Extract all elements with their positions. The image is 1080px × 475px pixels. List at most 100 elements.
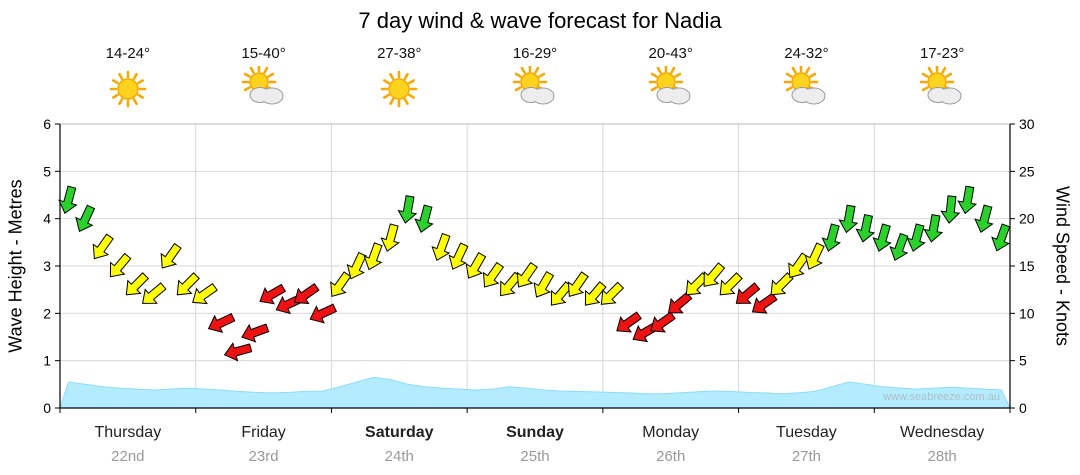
wind-arrow-shape <box>380 223 400 252</box>
wind-arrow-shape <box>125 272 150 296</box>
wind-arrow <box>719 272 743 296</box>
wind-arrow-shape <box>974 204 994 233</box>
wind-arrow-shape <box>957 185 978 215</box>
wind-arrow-shape <box>735 282 761 304</box>
sun-ray <box>786 72 794 78</box>
cloud <box>927 87 962 105</box>
watermark: www.seabreeze.com.au <box>882 391 1000 403</box>
wind-arrow-shape <box>685 272 709 296</box>
wind-arrow <box>584 281 607 306</box>
sunny-icon <box>104 66 152 112</box>
wind-arrow <box>223 342 253 362</box>
sun-ray <box>243 86 251 92</box>
temperature-range: 15-40° <box>241 45 286 62</box>
temperature-range: 24-32° <box>784 45 829 62</box>
temperature-range: 14-24° <box>105 45 151 62</box>
wind-arrow-shape <box>397 195 418 224</box>
sun-ray <box>805 66 811 74</box>
cloud <box>656 87 691 105</box>
wind-arrow <box>991 223 1011 252</box>
wind-arrow <box>804 242 825 270</box>
temperature-range: 17-23° <box>919 45 965 62</box>
left-tick-label: 0 <box>43 400 51 416</box>
wind-arrow <box>141 282 167 304</box>
wind-arrow <box>550 281 573 306</box>
sun-ray <box>118 98 124 106</box>
temperature-range: 27-38° <box>377 45 422 62</box>
partly-cloudy-icon <box>647 64 695 112</box>
wind-arrow <box>109 252 132 278</box>
wind-arrow-shape <box>584 281 607 306</box>
sun-ray <box>809 72 817 78</box>
cloud <box>249 87 284 105</box>
wind-arrow <box>957 185 978 215</box>
wind-arrow <box>397 195 418 224</box>
wind-arrow-shape <box>448 242 469 270</box>
wind-arrow <box>330 271 352 298</box>
wind-arrow-shape <box>533 270 555 298</box>
sun-ray <box>408 79 416 85</box>
wind-arrow-shape <box>889 232 909 261</box>
wind-arrow-shape <box>414 204 434 233</box>
wind-arrow <box>703 262 726 287</box>
sun-ray <box>132 98 138 106</box>
wind-arrow <box>770 272 794 296</box>
sun-ray <box>514 72 522 78</box>
wind-arrow-shape <box>176 272 200 296</box>
wind-arrow-shape <box>160 242 182 269</box>
wind-arrow-shape <box>109 252 132 278</box>
left-tick-label: 5 <box>43 163 51 179</box>
sun-ray <box>132 73 138 80</box>
left-tick-label: 1 <box>43 353 51 369</box>
wind-arrow <box>380 223 400 252</box>
wind-arrow-shape <box>259 283 287 305</box>
partly-cloudy-icon <box>918 64 966 112</box>
wind-arrow-shape <box>667 291 693 314</box>
wind-arrow-shape <box>751 292 778 314</box>
sun-ray <box>927 66 933 74</box>
wind-arrow-shape <box>821 223 841 252</box>
wind-arrow <box>855 213 876 243</box>
day-label: Friday <box>241 424 285 441</box>
wind-arrow-shape <box>906 223 926 252</box>
wind-arrow <box>500 271 522 297</box>
left-tick-label: 3 <box>43 258 51 274</box>
sun-disc <box>388 78 411 100</box>
wind-arrow-shape <box>431 232 451 261</box>
wind-arrow-shape <box>616 311 642 333</box>
sun-ray <box>786 86 794 92</box>
cloud <box>520 87 555 105</box>
sun-ray <box>656 66 662 74</box>
sun-ray <box>262 66 268 74</box>
wind-arrow <box>685 272 709 296</box>
wind-arrow <box>75 204 96 233</box>
sun-ray <box>403 73 410 80</box>
wind-arrow <box>616 311 642 333</box>
wind-arrow <box>192 282 218 305</box>
wind-arrow-shape <box>703 262 726 287</box>
sunny-icon <box>375 66 423 112</box>
wind-arrow-shape <box>293 282 320 305</box>
left-tick-label: 6 <box>43 116 51 132</box>
sun-ray <box>389 73 395 80</box>
sun-ray <box>408 93 416 99</box>
wind-arrow-shape <box>346 251 367 280</box>
wind-arrow-shape <box>650 311 676 333</box>
right-tick-label: 30 <box>1019 116 1035 132</box>
sun-ray <box>792 66 798 74</box>
wind-arrow <box>176 272 200 296</box>
wind-arrow <box>516 261 538 288</box>
wind-arrow <box>667 291 693 314</box>
partly-cloudy-icon <box>240 64 288 112</box>
sun-ray <box>383 79 391 85</box>
sun-ray <box>111 93 119 99</box>
wind-arrow-shape <box>241 323 270 343</box>
date-label: 27th <box>792 448 821 465</box>
wind-arrow-shape <box>516 261 538 288</box>
wind-arrow <box>567 271 589 298</box>
sun-ray <box>669 66 676 74</box>
wind-arrow-shape <box>550 281 573 306</box>
wind-arrow <box>889 232 909 261</box>
sun-ray <box>534 66 540 74</box>
